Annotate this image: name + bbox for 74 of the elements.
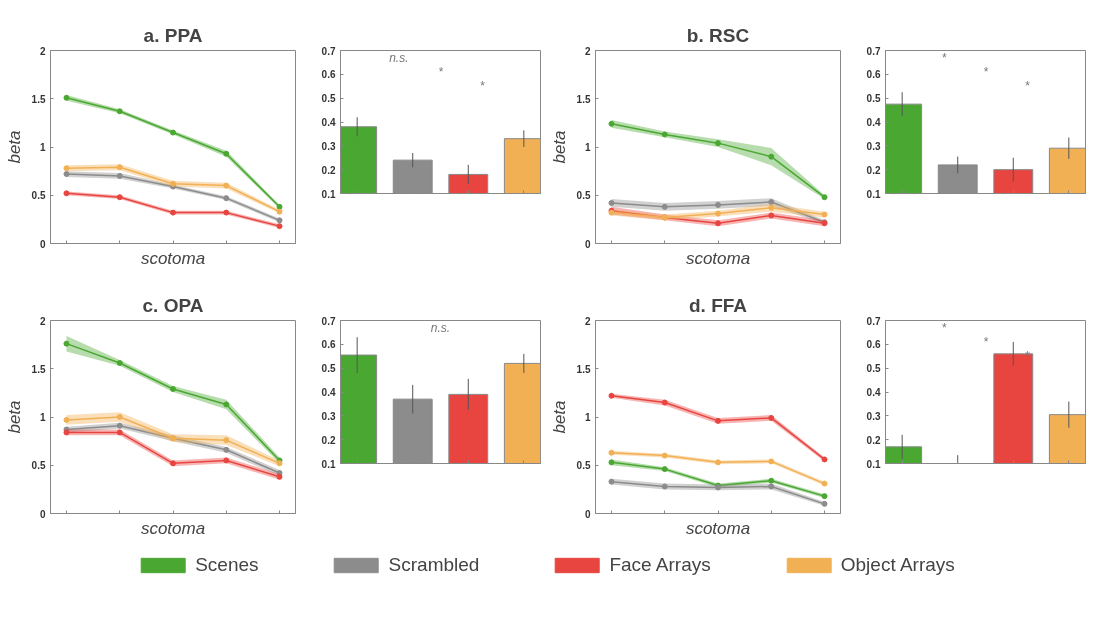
legend-label: Scenes — [195, 554, 259, 576]
y-tick-label: 0.5 — [576, 190, 591, 202]
y-tick-label: 1 — [584, 142, 591, 153]
y-tick-label: 0.2 — [866, 164, 881, 176]
annotation: n.s. — [389, 50, 409, 65]
y-tick-label: 0.1 — [866, 188, 881, 200]
y-tick-label: 0.7 — [866, 315, 881, 327]
y-tick-label: 0 — [584, 238, 591, 250]
y-tick-label: 0.3 — [866, 140, 881, 152]
y-axis-title: beta — [4, 130, 24, 164]
y-tick-label: 0.4 — [321, 387, 336, 398]
y-tick-label: 1.5 — [31, 93, 46, 105]
x-axis-title: scotoma — [685, 248, 751, 268]
annotation: * — [438, 65, 444, 80]
y-tick-label: 1.5 — [576, 363, 591, 375]
y-tick-label: 0.3 — [866, 410, 881, 422]
y-tick-label: 0 — [39, 508, 46, 520]
chart-title: c. OPA — [142, 294, 204, 316]
chart-title: b. RSC — [686, 24, 750, 46]
y-tick-label: 0.6 — [321, 69, 336, 81]
y-tick-label: 0.7 — [321, 45, 336, 57]
y-tick-label: 0.5 — [576, 460, 591, 472]
y-tick-label: 0.5 — [31, 460, 46, 472]
legend-label: Face Arrays — [609, 554, 711, 576]
annotation: n.s. — [430, 320, 451, 335]
annotation: * — [941, 50, 947, 65]
legend-label: Object Arrays — [840, 554, 955, 576]
y-tick-label: 0.5 — [866, 363, 881, 375]
y-tick-label: 0.1 — [866, 458, 881, 470]
y-tick-label: 1.5 — [576, 93, 591, 105]
y-tick-label: 0.7 — [866, 45, 881, 57]
y-tick-label: 0.6 — [321, 339, 336, 351]
y-tick-label: 2 — [584, 315, 591, 327]
y-tick-label: 0.3 — [321, 410, 336, 422]
y-tick-label: 0.6 — [866, 69, 881, 81]
y-axis-title: beta — [549, 400, 569, 434]
y-tick-label: 0.5 — [321, 363, 336, 375]
y-tick-label: 0.3 — [321, 140, 336, 152]
x-axis-title: scotoma — [140, 248, 206, 268]
annotation: * — [479, 79, 485, 94]
y-tick-label: 1.5 — [31, 363, 46, 375]
y-tick-label: 0.5 — [321, 93, 336, 105]
y-tick-label: 1 — [39, 142, 46, 153]
y-tick-label: 0.4 — [321, 117, 336, 128]
annotation: * — [1024, 79, 1030, 94]
y-tick-label: 0.6 — [866, 339, 881, 351]
annotation: * — [941, 320, 947, 335]
y-tick-label: 0 — [584, 508, 591, 520]
annotation: * — [1024, 349, 1030, 364]
x-axis-title: scotoma — [140, 518, 206, 538]
x-axis-title: scotoma — [685, 518, 751, 538]
y-tick-label: 0.1 — [321, 188, 336, 200]
y-tick-label: 0.4 — [866, 387, 881, 398]
y-tick-label: 0.2 — [321, 434, 336, 446]
annotation: * — [983, 65, 989, 80]
y-tick-label: 0.2 — [321, 164, 336, 176]
chart-title: a. PPA — [143, 24, 203, 46]
y-tick-label: 0.5 — [866, 93, 881, 105]
y-tick-label: 0.2 — [866, 434, 881, 446]
annotation: * — [983, 335, 989, 350]
y-tick-label: 0.1 — [321, 458, 336, 470]
y-tick-label: 0.7 — [321, 315, 336, 327]
y-tick-label: 2 — [39, 45, 46, 57]
chart-title: d. FFA — [688, 294, 748, 316]
y-tick-label: 1 — [39, 412, 46, 423]
y-tick-label: 1 — [584, 412, 591, 423]
y-axis-title: beta — [4, 400, 24, 434]
y-tick-label: 0 — [39, 238, 46, 250]
y-tick-label: 2 — [584, 45, 591, 57]
y-axis-title: beta — [549, 130, 569, 164]
legend-label: Scrambled — [388, 554, 480, 576]
y-tick-label: 0.4 — [866, 117, 881, 128]
y-tick-label: 2 — [39, 315, 46, 327]
y-tick-label: 0.5 — [31, 190, 46, 202]
